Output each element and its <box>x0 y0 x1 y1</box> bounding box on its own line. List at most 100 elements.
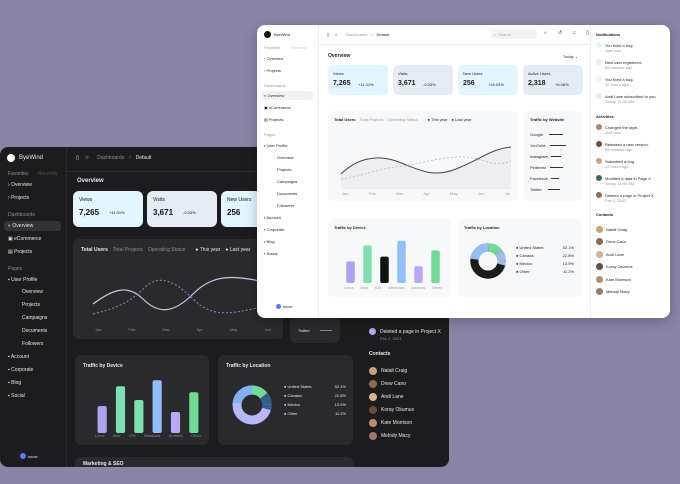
tick-label: Mac <box>112 433 121 438</box>
sidebar-item-account[interactable]: ▪ Account <box>264 215 281 220</box>
website-bar <box>320 330 332 331</box>
contact-item[interactable]: Melody Macy <box>369 429 414 442</box>
snow-logo-icon <box>276 304 281 309</box>
tab-total-projects[interactable]: Total Projects <box>359 117 384 122</box>
device-bar <box>170 412 181 433</box>
tab-total-users[interactable]: Total Users <box>81 247 108 253</box>
sidebar-item-social[interactable]: ▪ Social <box>264 251 278 256</box>
stat-card-new-users[interactable]: New Users 256 +15.03% <box>458 65 518 95</box>
notification-item[interactable]: You fixed a bug. Just now <box>596 42 657 59</box>
notification-item[interactable]: You fixed a bug. 12 hours ago <box>596 76 657 93</box>
favorites-tab[interactable]: Favorites <box>264 45 281 50</box>
notification-item[interactable]: New user registered. 59 minutes ago <box>596 59 657 76</box>
avatar <box>369 431 377 440</box>
stat-card-visits[interactable]: Visits 3,671 -0.03% <box>393 65 453 95</box>
sidebar-item-user-profile[interactable]: ▪ User Profile <box>264 143 288 148</box>
bell-icon[interactable]: ♫ <box>572 30 576 36</box>
breadcrumb-dashboards[interactable]: Dashboards <box>345 32 368 37</box>
sidebar-item-ecommerce[interactable]: ▣ eCommerce <box>8 236 42 242</box>
device-bar <box>134 400 144 433</box>
sidebar-item-ecommerce[interactable]: ▣ eCommerce <box>264 105 291 110</box>
stat-card-views[interactable]: Views 7,265 +11.01% <box>73 191 143 227</box>
dark-device-bars <box>97 380 199 433</box>
contact-item[interactable]: Melody Macy <box>596 286 632 299</box>
contact-item[interactable]: Andi Lane <box>369 390 414 403</box>
sidebar-item-corporate[interactable]: ▪ Corporate <box>264 227 285 232</box>
contact-item[interactable]: Drew Cano <box>369 377 414 390</box>
star-icon[interactable]: ☆ <box>84 155 90 161</box>
notification-item[interactable]: Andi Lane subscribed to you. Today, 11:5… <box>596 93 657 110</box>
tab-total-projects[interactable]: Total Projects <box>112 247 143 253</box>
profile-sub-projects[interactable]: Projects <box>22 302 41 308</box>
contact-item[interactable]: Koray Okumus <box>369 403 414 416</box>
area-fill <box>341 147 511 189</box>
sidebar-item-projects[interactable]: ▤ Projects <box>8 249 33 255</box>
stat-card-visits[interactable]: Visits 3,671 -0.03% <box>147 191 217 227</box>
range-select[interactable]: Today ⌄ <box>563 54 579 59</box>
sidebar-item-corporate[interactable]: ▪ Corporate <box>8 367 34 373</box>
tab-total-users[interactable]: Total Users <box>334 117 356 122</box>
profile-sub-followers[interactable]: Followers <box>22 341 44 347</box>
panel-icon[interactable]: ▯ <box>586 30 589 36</box>
contact-item[interactable]: Kate Morrison <box>596 273 632 286</box>
light-dashboard-window: ByeWind Favorites Recently › Overview › … <box>257 25 670 318</box>
contact-item[interactable]: Natali Craig <box>369 364 414 377</box>
sidebar-toggle-icon[interactable]: ▯ <box>76 155 79 161</box>
sidebar-item-user-profile[interactable]: ▪ User Profile <box>8 277 38 283</box>
sidebar-item-account[interactable]: ▪ Account <box>8 354 29 360</box>
sidebar-toggle-icon[interactable]: ▯ <box>327 32 330 37</box>
star-icon[interactable]: ☆ <box>334 32 338 37</box>
contact-item[interactable]: Kate Morrison <box>369 416 414 429</box>
contacts-title: Contacts <box>596 212 614 217</box>
activity-item[interactable]: Released a new version. 59 minutes ago <box>596 141 655 158</box>
history-icon[interactable]: ↺ <box>557 30 563 36</box>
fav-item-overview[interactable]: › Overview <box>264 56 284 61</box>
sidebar-item-projects[interactable]: ▤ Projects <box>264 117 284 122</box>
profile-sub-documents[interactable]: Documents <box>22 328 48 334</box>
profile-sub-overview[interactable]: Overview <box>22 289 43 295</box>
tick-label: Other <box>431 285 442 290</box>
contact-item[interactable]: Natali Craig <box>596 223 632 236</box>
search-input[interactable]: ⌕ Search <box>491 30 537 39</box>
profile-sub-campaigns[interactable]: Campaigns <box>277 179 298 184</box>
activity-item[interactable]: Submitted a bug. 12 hours ago <box>596 158 655 175</box>
recently-tab[interactable]: Recently <box>38 171 58 177</box>
contact-item[interactable]: Koray Okumus <box>596 261 632 274</box>
sidebar-item-overview[interactable]: ◐ Overview <box>261 91 313 100</box>
activity-item[interactable]: Modified A data in Page X. Today, 11:59 … <box>596 175 655 192</box>
sidebar-item-social[interactable]: ▪ Social <box>8 393 25 399</box>
breadcrumb-default[interactable]: Default <box>135 155 152 161</box>
broadcast-icon <box>596 93 602 99</box>
tick-label: Mar <box>162 327 170 332</box>
profile-sub-documents[interactable]: Documents <box>277 191 298 196</box>
stat-card-views[interactable]: Views 7,265 +11.01% <box>328 65 388 95</box>
profile-sub-followers[interactable]: Followers <box>277 203 295 208</box>
brand-name: ByeWind <box>19 155 44 161</box>
tab-operating-status[interactable]: Operating Status <box>387 117 418 122</box>
contact-item[interactable]: Andi Lane <box>596 248 632 261</box>
brand[interactable]: ByeWind <box>264 31 290 38</box>
sidebar-item-blog[interactable]: ▪ Blog <box>264 239 275 244</box>
sidebar-item-blog[interactable]: ▪ Blog <box>8 380 22 386</box>
profile-sub-projects[interactable]: Projects <box>277 167 292 172</box>
fav-item-overview[interactable]: › Overview <box>8 182 32 188</box>
contact-item[interactable]: Drew Cano <box>596 236 632 249</box>
sun-icon[interactable]: ☼ <box>543 30 548 36</box>
profile-sub-overview[interactable]: Overview <box>277 155 294 160</box>
recently-tab[interactable]: Recently <box>291 45 307 50</box>
fav-item-projects[interactable]: › Projects <box>8 195 30 201</box>
device-bar <box>397 240 406 283</box>
sidebar-item-overview[interactable]: ◐ Overview <box>4 221 61 231</box>
profile-sub-campaigns[interactable]: Campaigns <box>22 315 48 321</box>
breadcrumb-default[interactable]: Default <box>376 32 390 37</box>
search-icon: ⌕ <box>494 32 497 37</box>
favorites-tab[interactable]: Favorites <box>8 171 29 177</box>
activity-item[interactable]: Changed the style. Just now <box>596 124 655 141</box>
tab-operating-status[interactable]: Operating Status <box>147 247 186 253</box>
breadcrumb-dashboards[interactable]: Dashboards <box>97 155 125 161</box>
stat-card-active-users[interactable]: Active Users 2,318 +6.08% <box>523 65 583 95</box>
fav-item-projects[interactable]: › Projects <box>264 68 281 73</box>
activity-item[interactable]: Deleted a page in Project X. Feb 2, 2023 <box>596 192 655 209</box>
snow-logo-icon <box>20 453 26 459</box>
brand[interactable]: ByeWind <box>7 154 43 162</box>
